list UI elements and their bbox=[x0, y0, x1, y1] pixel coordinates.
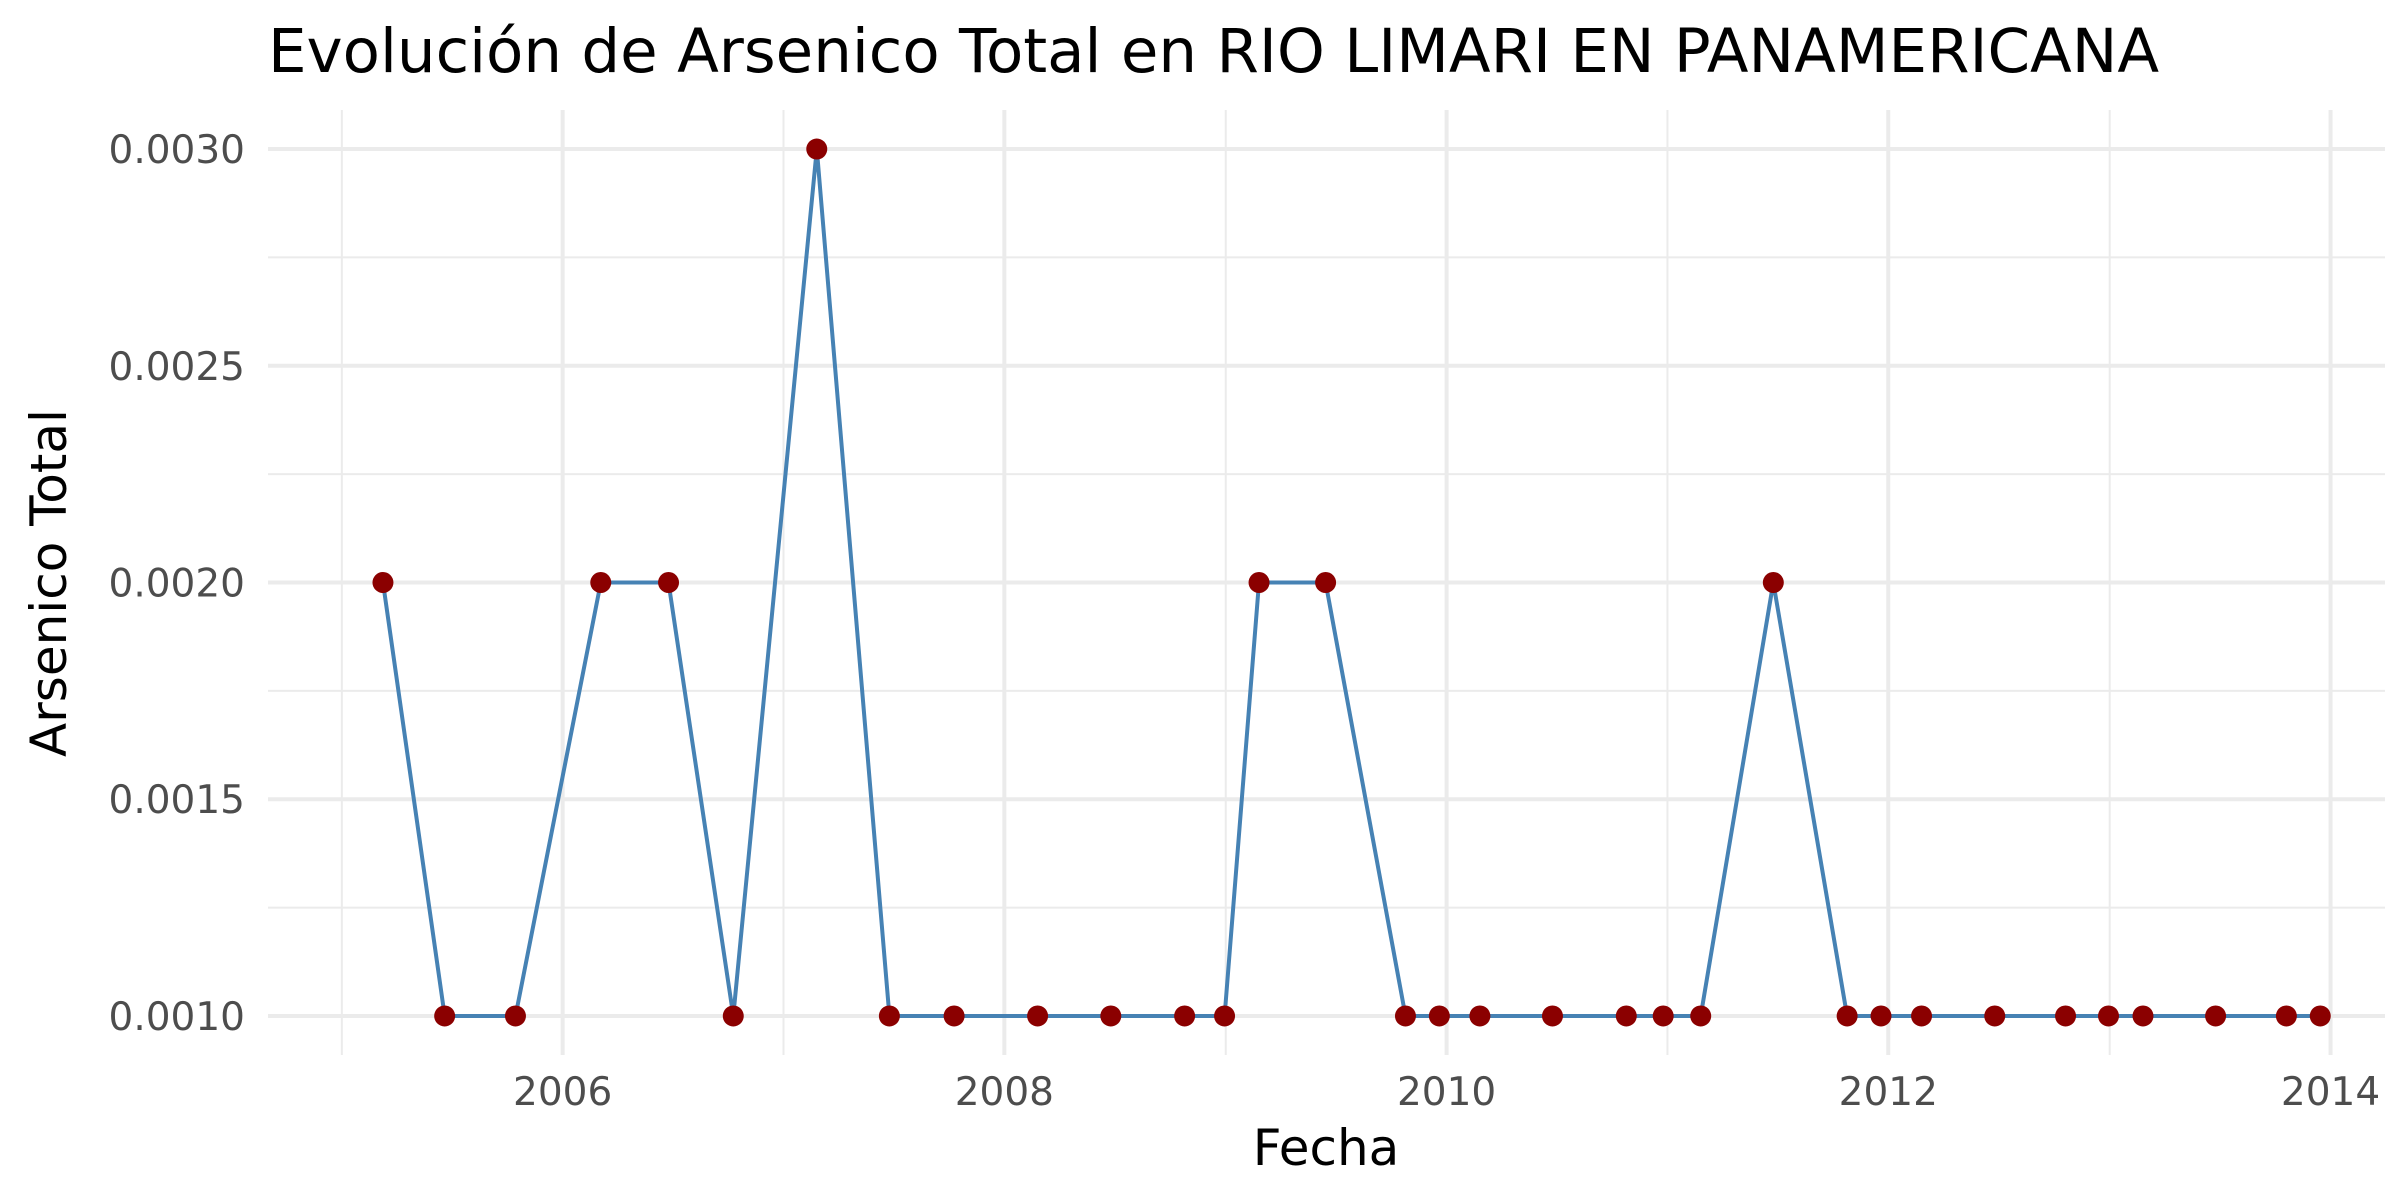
y-tick-label: 0.0025 bbox=[109, 345, 245, 390]
x-tick-label: 2014 bbox=[2281, 1070, 2380, 1115]
data-point bbox=[2132, 1005, 2154, 1027]
data-point bbox=[1214, 1005, 1236, 1027]
data-point bbox=[658, 572, 680, 593]
x-tick-label: 2008 bbox=[955, 1070, 1054, 1115]
data-point bbox=[943, 1005, 965, 1027]
data-point bbox=[722, 1005, 744, 1027]
data-point bbox=[1836, 1005, 1858, 1027]
data-point bbox=[1100, 1005, 1122, 1027]
data-point bbox=[1027, 1005, 1049, 1027]
y-tick-label: 0.0015 bbox=[109, 778, 245, 823]
data-point bbox=[1984, 1005, 2006, 1027]
x-axis-ticks: 2006 2008 2010 2012 2014 bbox=[513, 1070, 2380, 1115]
data-point bbox=[1541, 1005, 1563, 1027]
data-point bbox=[1248, 572, 1270, 593]
data-point bbox=[2275, 1005, 2297, 1027]
data-point bbox=[2098, 1005, 2120, 1027]
data-point bbox=[2309, 1005, 2331, 1027]
data-point bbox=[1615, 1005, 1637, 1027]
data-point bbox=[806, 138, 828, 160]
x-tick-label: 2006 bbox=[513, 1070, 612, 1115]
data-point bbox=[434, 1005, 456, 1027]
data-point bbox=[2055, 1005, 2077, 1027]
y-tick-label: 0.0030 bbox=[109, 128, 245, 173]
data-point bbox=[1469, 1005, 1491, 1027]
data-point bbox=[504, 1005, 526, 1027]
y-tick-label: 0.0020 bbox=[109, 562, 245, 607]
data-point bbox=[1428, 1005, 1450, 1027]
data-point bbox=[1690, 1005, 1712, 1027]
data-point bbox=[1174, 1005, 1196, 1027]
y-axis-ticks: 0.0010 0.0015 0.0020 0.0025 0.0030 bbox=[109, 128, 245, 1040]
points-layer bbox=[372, 138, 2331, 1027]
data-point bbox=[1911, 1005, 1933, 1027]
data-point bbox=[1762, 572, 1784, 593]
y-axis-title: Arsenico Total bbox=[20, 409, 78, 757]
data-point bbox=[2205, 1005, 2227, 1027]
x-axis-title: Fecha bbox=[1253, 1119, 1400, 1177]
data-point bbox=[1652, 1005, 1674, 1027]
x-tick-label: 2012 bbox=[1839, 1070, 1938, 1115]
data-point bbox=[1870, 1005, 1892, 1027]
data-point bbox=[1394, 1005, 1416, 1027]
chart-title: Evolución de Arsenico Total en RIO LIMAR… bbox=[268, 16, 2159, 87]
data-point bbox=[1315, 572, 1337, 593]
data-point bbox=[878, 1005, 900, 1027]
data-point bbox=[590, 572, 612, 593]
x-tick-label: 2010 bbox=[1397, 1070, 1496, 1115]
data-point bbox=[372, 572, 394, 593]
y-tick-label: 0.0010 bbox=[109, 995, 245, 1040]
